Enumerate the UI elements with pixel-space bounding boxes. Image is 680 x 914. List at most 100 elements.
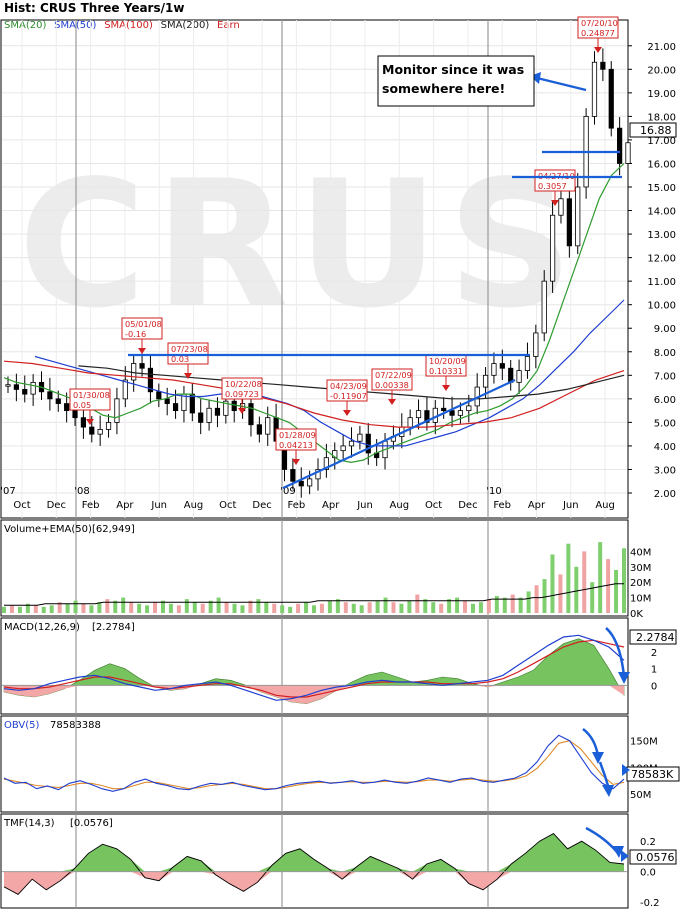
tmf-title: TMF(14,3) [3, 818, 55, 829]
candle-body [541, 280, 547, 334]
date-tick-label: Oct [13, 500, 30, 511]
volume-bar [542, 579, 547, 613]
year-label: '08 [74, 486, 89, 497]
earnings-eps: 0.24877 [581, 28, 615, 38]
volume-bar [232, 603, 237, 613]
price-tick-label: 11.00 [647, 277, 676, 288]
candle-body [549, 214, 556, 282]
candle-body [105, 421, 112, 430]
candle-body [625, 142, 631, 164]
earnings-eps: 0.04213 [279, 440, 313, 450]
uptrend-line [282, 379, 516, 489]
macd-axis: 2 1 0 [651, 648, 657, 692]
earnings-arrowhead [138, 348, 146, 354]
volume-bar [264, 602, 269, 613]
volume-bar [312, 605, 316, 613]
volume-axis: 40M 30M 20M 10M 0K [630, 547, 651, 620]
earnings-eps: 0.10331 [429, 366, 463, 376]
obv-side-arrow-head [622, 764, 630, 776]
earnings-date: 01/30/08 [73, 390, 110, 400]
date-tick-label: Feb [288, 500, 306, 511]
date-tick-label: Oct [219, 500, 236, 511]
volume-bar [470, 603, 475, 613]
candle-body [307, 478, 313, 487]
year-label: '07 [0, 486, 15, 497]
volume-bar [327, 600, 332, 613]
earnings-date: 10/22/08 [225, 379, 262, 389]
candle-body [340, 445, 346, 452]
price-tick-label: 7.00 [654, 371, 676, 382]
volume-bar [598, 542, 603, 613]
candle-body [441, 407, 447, 412]
macd-arrow [605, 627, 626, 677]
price-tick-label: 2.00 [654, 489, 676, 500]
obv-last-label: 78583K [631, 768, 674, 781]
candle-body [332, 450, 338, 459]
volume-bar [256, 599, 261, 613]
candle-body [608, 68, 614, 129]
legend-item: Earn [217, 20, 240, 31]
obv-last-tag [626, 766, 680, 782]
volume-bar [614, 569, 619, 613]
volume-bar [184, 599, 189, 613]
date-tick-label: Jun [150, 500, 167, 511]
macd-title: MACD(12,26,9) [4, 622, 80, 633]
volume-bar [502, 597, 507, 613]
price-tick-label: 8.00 [654, 348, 676, 359]
date-tick-label: Feb [82, 500, 100, 511]
earnings-eps: -0.11907 [330, 391, 367, 401]
volume-bar [2, 606, 6, 613]
volume-bar [423, 599, 428, 613]
candle-body [164, 398, 170, 404]
volume-bars [2, 542, 626, 613]
volume-bar [582, 551, 587, 613]
volume-bar [383, 597, 388, 613]
date-tick-label: Apr [528, 500, 546, 511]
legend-item: SMA(20) [4, 20, 46, 31]
earnings-marker: 01/28/090.04213 [275, 428, 317, 465]
volume-tick-label: 30M [630, 563, 651, 574]
candle-body [357, 433, 363, 442]
date-axis: Oct Dec Feb Apr Jun Aug Oct Dec Feb Apr Jun Aug Oct D… [0, 486, 615, 511]
date-tick-label: Aug [184, 500, 204, 511]
volume-bar [463, 600, 468, 613]
candle-body [533, 332, 539, 357]
candle-body [516, 370, 522, 383]
volume-bar [343, 602, 348, 613]
date-tick-label: Dec [47, 500, 66, 511]
earnings-arrowhead [343, 410, 351, 416]
last-price-tag [629, 122, 677, 138]
legend-item: SMA(50) [54, 20, 96, 31]
price-tick-label: 21.00 [647, 42, 676, 53]
volume-bar [391, 602, 396, 613]
volume-bar [272, 603, 277, 613]
volume-bar [33, 605, 38, 613]
volume-bar [49, 605, 54, 613]
legend-item: SMA(100) [104, 20, 153, 31]
price-tick-label: 13.00 [647, 230, 676, 241]
date-tick-label: Apr [116, 500, 134, 511]
candle-body [558, 198, 564, 216]
candle-body [223, 400, 229, 416]
candle-body [172, 403, 179, 412]
tmf-arrow-head [612, 846, 624, 858]
volume-bar [415, 594, 420, 613]
volume-bar [176, 605, 181, 613]
volume-bar [192, 602, 197, 613]
annotation-line-1: Monitor since it was [382, 62, 524, 77]
tmf-tick-label: 0.0 [640, 868, 656, 879]
earnings-arrowhead [594, 47, 602, 53]
earnings-marker: 05/01/08-0.16 [121, 317, 163, 354]
obv-tick-label: 150M [630, 737, 658, 748]
volume-bar [200, 603, 205, 613]
volume-tick-label: 10M [630, 594, 651, 605]
earnings-eps: 0.3057 [538, 181, 567, 191]
volume-bar [359, 605, 364, 613]
candle-body [30, 381, 36, 395]
volume-bar [25, 603, 30, 613]
earnings-date: 07/22/09 [375, 370, 412, 380]
sma-line [34, 299, 625, 447]
price-tick-label: 15.00 [647, 183, 676, 194]
candle-body [466, 405, 472, 412]
